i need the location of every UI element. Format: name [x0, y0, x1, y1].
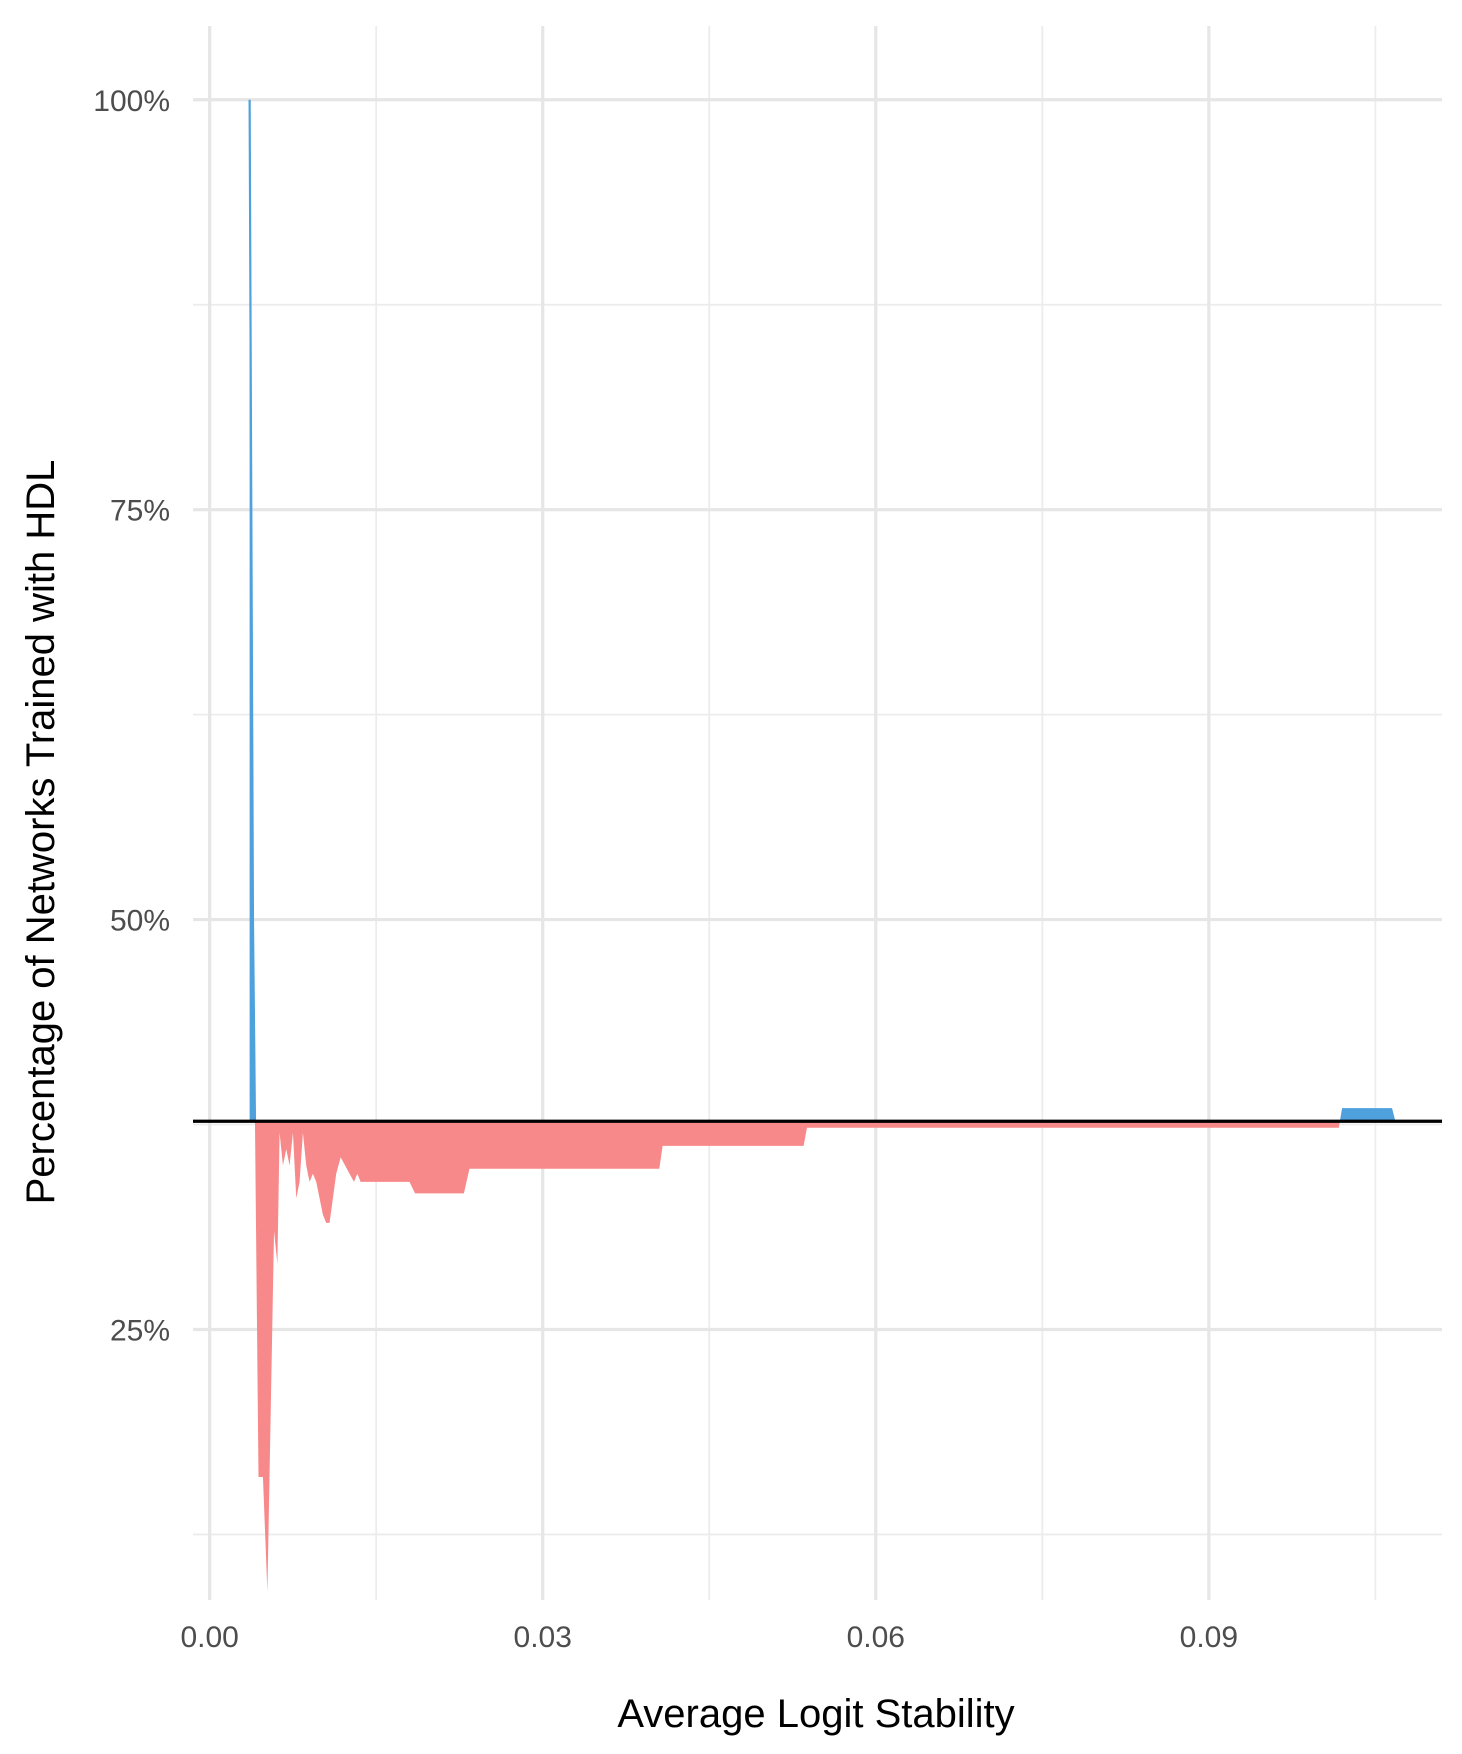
x-tick-label: 0.03 — [514, 1621, 572, 1654]
x-tick-labels: 0.00 0.03 0.06 0.09 — [180, 1621, 1238, 1654]
data-area-layer — [249, 99, 1396, 1592]
area-above-baseline — [249, 99, 255, 1122]
area-below-baseline — [254, 1121, 1340, 1592]
y-tick-label: 75% — [110, 495, 170, 528]
major-gridlines — [193, 26, 1442, 1600]
minor-gridlines — [193, 26, 1442, 1600]
x-tick-label: 0.09 — [1180, 1621, 1238, 1654]
x-tick-label: 0.00 — [180, 1621, 238, 1654]
x-axis-title: Average Logit Stability — [617, 1692, 1014, 1736]
y-tick-label: 100% — [93, 85, 170, 118]
area-above-baseline — [1339, 1108, 1396, 1122]
x-tick-label: 0.06 — [847, 1621, 905, 1654]
y-axis-title: Percentage of Networks Trained with HDL — [19, 460, 63, 1205]
y-tick-labels: 25% 50% 75% 100% — [93, 85, 170, 1348]
series-line-above — [248, 99, 257, 1122]
data-line-layer — [248, 99, 257, 1122]
y-tick-label: 25% — [110, 1314, 170, 1347]
y-tick-label: 50% — [110, 905, 170, 938]
